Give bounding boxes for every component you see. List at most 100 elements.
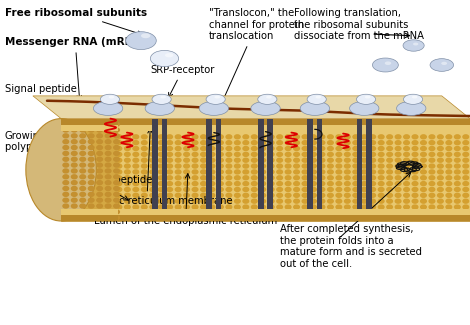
Circle shape [209,181,215,185]
Circle shape [395,128,401,132]
Circle shape [99,198,105,202]
Circle shape [141,163,147,167]
Circle shape [285,192,291,196]
Circle shape [429,198,435,202]
Circle shape [74,193,79,197]
Circle shape [99,169,105,173]
Circle shape [125,175,130,179]
Circle shape [82,164,88,168]
Circle shape [125,158,130,162]
Circle shape [387,192,392,196]
Circle shape [336,204,342,208]
Circle shape [125,151,130,155]
Circle shape [345,199,350,203]
Circle shape [235,175,240,179]
Circle shape [167,199,172,203]
Circle shape [108,151,113,155]
Circle shape [370,204,376,208]
Circle shape [184,216,189,220]
Circle shape [336,163,342,167]
Circle shape [412,135,418,139]
Circle shape [412,192,418,196]
Circle shape [99,176,105,180]
Circle shape [209,163,215,167]
Circle shape [114,122,119,126]
Circle shape [167,188,172,191]
Circle shape [328,199,333,203]
Circle shape [412,169,418,173]
Circle shape [91,175,96,179]
Circle shape [192,204,198,208]
Circle shape [243,210,249,214]
Circle shape [201,193,206,197]
Circle shape [192,141,198,145]
Circle shape [378,134,384,138]
Ellipse shape [109,96,114,98]
Circle shape [294,199,299,203]
Circle shape [294,182,299,186]
Circle shape [429,163,435,167]
Circle shape [88,151,94,155]
Circle shape [175,163,181,167]
Circle shape [268,204,274,208]
Ellipse shape [145,101,174,115]
Circle shape [412,205,418,209]
Circle shape [133,128,139,132]
Circle shape [218,176,223,180]
Circle shape [268,164,274,168]
Circle shape [88,122,94,126]
Circle shape [150,175,156,179]
Ellipse shape [397,101,426,115]
Circle shape [311,187,316,190]
Circle shape [277,199,282,203]
Circle shape [201,146,206,150]
Ellipse shape [160,96,166,98]
Circle shape [268,170,274,174]
Circle shape [387,128,392,132]
Circle shape [192,163,198,167]
Circle shape [82,170,88,174]
Circle shape [184,192,189,196]
Circle shape [251,188,257,191]
Circle shape [97,175,102,179]
Ellipse shape [126,32,156,49]
Circle shape [82,198,88,202]
Circle shape [463,204,469,208]
Circle shape [99,140,105,144]
Circle shape [345,134,350,138]
Ellipse shape [413,43,418,46]
Bar [61,119,118,221]
Circle shape [404,170,409,174]
Circle shape [378,169,384,173]
Circle shape [88,128,94,132]
Circle shape [285,135,291,139]
Circle shape [116,176,122,180]
Circle shape [125,170,130,174]
Circle shape [378,146,384,150]
Circle shape [91,140,96,144]
Circle shape [133,151,139,155]
Circle shape [80,134,86,138]
Circle shape [108,204,113,208]
Circle shape [226,187,232,190]
Circle shape [268,182,274,186]
Circle shape [319,122,325,126]
Circle shape [421,187,426,190]
Circle shape [150,163,156,167]
Circle shape [201,151,206,155]
Circle shape [285,181,291,185]
Circle shape [370,182,376,186]
Circle shape [446,188,452,191]
Circle shape [268,128,274,132]
Circle shape [311,163,316,167]
Circle shape [158,134,164,138]
Circle shape [105,204,111,208]
Circle shape [116,164,122,168]
Circle shape [277,128,282,132]
Circle shape [387,210,392,214]
Circle shape [114,163,119,167]
Circle shape [404,205,409,209]
Circle shape [243,158,249,162]
Circle shape [361,169,367,173]
Circle shape [226,169,232,173]
